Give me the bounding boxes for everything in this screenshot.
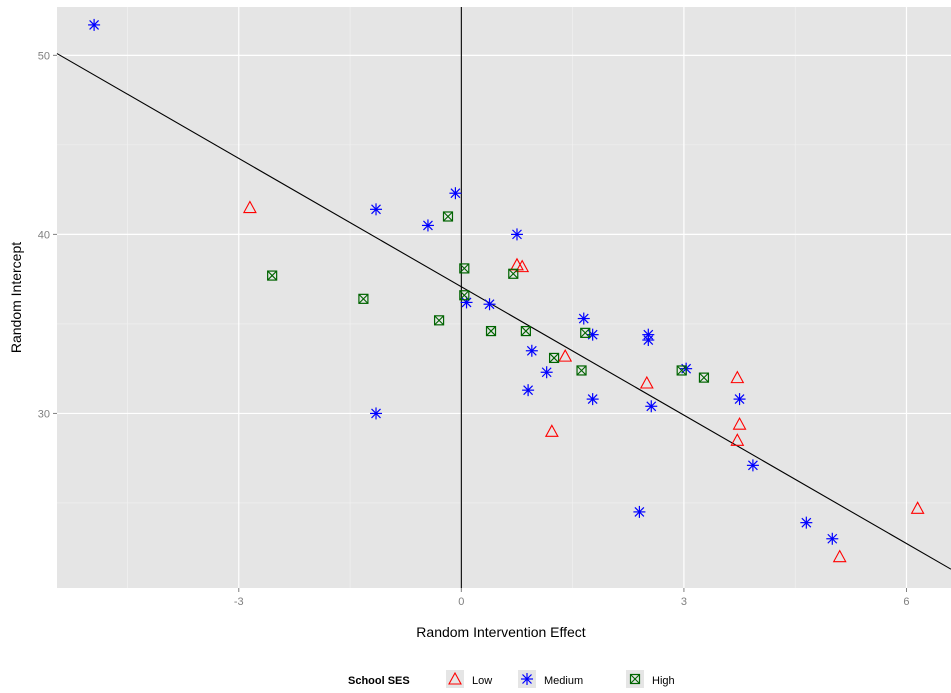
y-tick-label: 30 [38,408,50,420]
point-low [639,375,654,389]
point-high [442,211,454,222]
point-medium [522,384,535,397]
point-low [544,424,559,437]
legend-key-high [629,673,641,685]
point-low [515,259,530,273]
point-medium [586,393,599,406]
x-tick-label: -3 [234,596,244,608]
point-medium [746,459,759,472]
point-high [520,325,531,337]
point-low [910,501,925,514]
minor-gridlines [57,7,951,588]
legend-label-high: High [652,675,675,687]
point-medium [577,312,590,325]
y-tick-label: 40 [38,229,50,241]
point-high [433,315,445,326]
x-tick-label: 6 [903,596,909,608]
data-points [88,18,925,563]
point-medium [642,334,655,347]
point-medium [370,407,383,420]
legend-label-low: Low [472,675,492,687]
point-high [580,327,591,338]
point-low [730,370,745,384]
x-axis-title: Random Intervention Effect [416,624,586,640]
point-medium [733,393,746,406]
point-high [548,352,560,364]
point-high [267,270,278,281]
legend-key-low [448,671,462,685]
point-low [732,417,747,430]
axis-ticks: -3 0 3 6 30 40 50 [38,50,910,608]
point-medium [633,505,646,518]
point-high [459,263,470,274]
point-medium [826,532,839,545]
point-medium [586,328,599,341]
legend-label-medium: Medium [544,675,583,687]
y-axis-title: Random Intercept [8,242,24,353]
y-tick-label: 50 [38,50,50,62]
point-low [242,200,257,214]
point-high [358,293,369,304]
legend-title: School SES [348,675,410,687]
x-tick-label: 3 [681,596,687,608]
point-high [698,372,710,383]
point-low [730,433,745,446]
point-low [832,549,847,563]
point-medium [540,366,553,379]
point-high [459,290,470,301]
point-medium [449,187,462,200]
legend-key-medium [521,673,533,685]
point-high [508,268,519,279]
point-medium [88,18,101,31]
point-medium [800,516,813,529]
point-medium [421,219,434,232]
plot-panel [57,7,951,588]
point-medium [645,400,658,413]
x-tick-label: 0 [458,596,464,608]
regression-line [56,53,951,570]
point-medium [510,228,523,241]
point-medium [370,203,383,216]
point-medium [483,298,496,311]
legend: School SES Low Medium High [348,670,675,688]
point-high [676,365,687,376]
point-low [558,348,573,362]
point-high [485,325,497,337]
point-medium [525,344,538,357]
point-high [576,365,587,376]
